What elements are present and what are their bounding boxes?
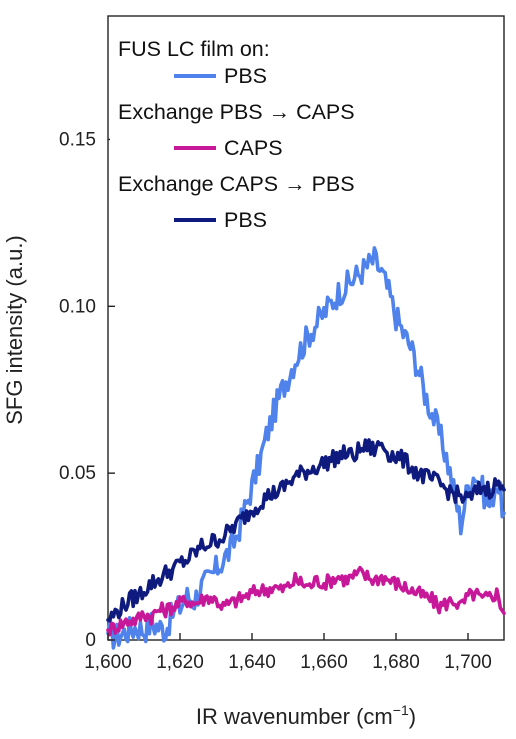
x-tick-label: 1,700	[444, 652, 492, 673]
legend: FUS LC film on: PBS Exchange PBS → CAPS CA…	[110, 18, 410, 240]
y-tick-label: 0	[85, 630, 96, 651]
series-line-3	[106, 438, 506, 623]
series-line-2	[106, 565, 506, 637]
y-axis-title: SFG intensity (a.u.)	[2, 235, 27, 425]
series-line-1	[106, 246, 506, 650]
x-axis-title-superscript: −1	[393, 702, 409, 718]
x-tick-label: 1,680	[372, 652, 420, 673]
y-tick-label: 0.15	[59, 129, 96, 150]
x-tick-label: 1,660	[300, 652, 348, 673]
plot-frame	[107, 15, 505, 641]
y-tick-label: 0.10	[59, 296, 96, 317]
y-tick-label: 0.05	[59, 463, 96, 484]
x-axis-title: IR wavenumber (cm−1)	[196, 702, 416, 729]
legend-text-2: Exchange PBS → CAPS	[118, 100, 355, 124]
axis-layer: 1,600 1,620 1,640 1,660 1,680 1,700 0 0.05 0.10 0…	[59, 129, 492, 673]
legend-text-4: Exchange CAPS → PBS	[118, 172, 355, 196]
x-tick-label: 1,640	[228, 652, 276, 673]
legend-label-1: PBS	[224, 64, 267, 88]
x-tick-label: 1,600	[84, 652, 132, 673]
legend-label-3: CAPS	[224, 136, 283, 160]
x-axis-title-close: )	[409, 704, 416, 729]
legend-heading: FUS LC film on:	[118, 37, 270, 61]
x-tick-label: 1,620	[156, 652, 204, 673]
legend-label-5: PBS	[224, 208, 267, 232]
series-layer	[106, 246, 506, 650]
legend-box-backdrop	[110, 18, 410, 240]
